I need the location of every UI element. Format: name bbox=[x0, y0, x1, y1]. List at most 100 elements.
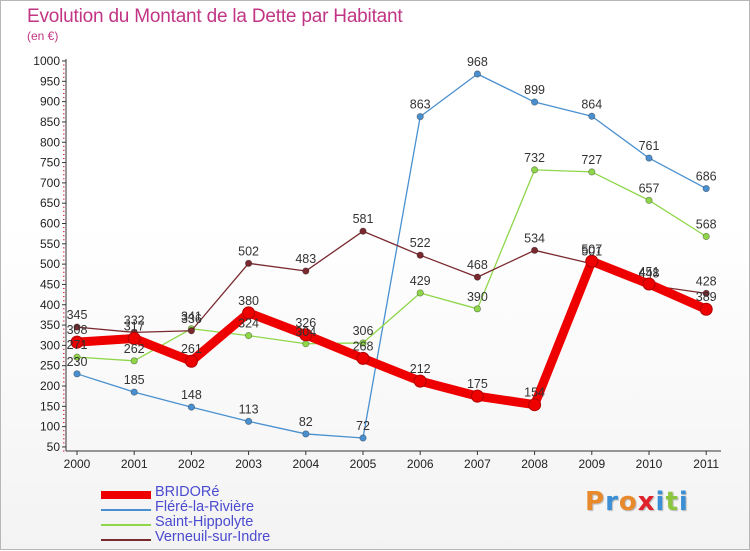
legend-swatch-bridore bbox=[101, 491, 151, 499]
data-point bbox=[302, 430, 310, 438]
series-BRIDORé bbox=[70, 254, 713, 412]
data-point bbox=[70, 335, 84, 349]
y-minor-tick bbox=[63, 397, 65, 399]
legend-swatch-saint-hippolyte bbox=[101, 524, 151, 526]
logo-letter: P bbox=[585, 487, 606, 517]
y-minor-tick bbox=[63, 442, 65, 444]
data-point bbox=[302, 267, 310, 275]
data-point bbox=[585, 254, 599, 268]
y-minor-tick bbox=[63, 409, 65, 411]
data-label: 448 bbox=[639, 266, 660, 280]
data-point bbox=[245, 417, 253, 425]
x-tick-label: 2003 bbox=[235, 457, 262, 471]
data-label: 308 bbox=[67, 323, 88, 337]
data-label: 306 bbox=[353, 324, 374, 338]
y-minor-tick bbox=[63, 271, 65, 273]
data-point bbox=[699, 302, 713, 316]
data-label: 657 bbox=[639, 181, 660, 195]
y-minor-tick bbox=[63, 133, 65, 135]
data-point bbox=[530, 166, 539, 174]
y-minor-tick bbox=[63, 267, 65, 269]
y-minor-tick bbox=[63, 292, 65, 294]
series-line bbox=[76, 169, 707, 362]
y-minor-tick bbox=[63, 117, 65, 119]
data-label: 389 bbox=[696, 290, 717, 304]
data-label: 483 bbox=[295, 252, 316, 266]
data-point bbox=[528, 398, 542, 412]
data-point bbox=[470, 389, 484, 403]
y-minor-tick bbox=[63, 170, 65, 172]
data-label: 82 bbox=[299, 415, 313, 429]
data-label: 686 bbox=[696, 170, 717, 184]
data-point bbox=[359, 339, 367, 347]
y-minor-tick bbox=[63, 64, 65, 66]
y-minor-tick bbox=[63, 93, 65, 94]
y-tick-label: 700 bbox=[40, 176, 60, 190]
y-minor-tick bbox=[63, 389, 65, 391]
y-minor-tick bbox=[63, 194, 65, 196]
data-point bbox=[73, 370, 81, 378]
y-minor-tick bbox=[63, 377, 65, 379]
y-tick-label: 200 bbox=[40, 379, 60, 393]
chart-subtitle: (en €) bbox=[27, 29, 59, 43]
series-Verneuil-sur-Indre bbox=[73, 227, 710, 336]
y-minor-tick bbox=[63, 206, 65, 208]
data-label: 336 bbox=[181, 312, 202, 326]
data-label: 380 bbox=[238, 294, 259, 308]
data-label: 507 bbox=[581, 242, 602, 256]
series-Saint-Hippolyte bbox=[73, 166, 710, 365]
y-minor-tick bbox=[63, 430, 65, 432]
x-tick-label: 2001 bbox=[121, 457, 148, 471]
legend-label-saint-hippolyte: Saint-Hippolyte bbox=[155, 514, 254, 530]
data-label: 271 bbox=[67, 338, 88, 352]
data-label: 212 bbox=[410, 362, 431, 376]
y-minor-tick bbox=[63, 328, 65, 330]
series-Fléré-la-Rivière bbox=[73, 70, 710, 442]
series-line bbox=[72, 256, 711, 410]
data-point bbox=[416, 289, 424, 297]
data-label: 864 bbox=[581, 97, 602, 111]
legend-label-verneuil: Verneuil-sur-Indre bbox=[155, 529, 271, 545]
y-minor-tick bbox=[63, 109, 65, 111]
y-tick-label: 500 bbox=[40, 257, 60, 271]
y-minor-tick bbox=[63, 300, 65, 302]
data-label: 326 bbox=[295, 316, 316, 330]
data-point bbox=[127, 331, 141, 345]
data-label: 761 bbox=[639, 139, 660, 153]
y-minor-tick bbox=[63, 340, 65, 342]
y-minor-tick bbox=[63, 450, 65, 452]
data-label: 324 bbox=[238, 317, 259, 331]
chart-title: Evolution du Montant de la Dette par Hab… bbox=[27, 6, 403, 27]
y-minor-tick bbox=[63, 158, 65, 159]
data-label: 262 bbox=[124, 342, 145, 356]
legend-item-flere: Fléré-la-Rivière bbox=[101, 499, 361, 515]
y-minor-tick bbox=[63, 296, 65, 298]
data-point bbox=[130, 357, 138, 365]
data-label: 863 bbox=[410, 98, 431, 112]
y-minor-tick bbox=[63, 369, 65, 371]
data-point bbox=[642, 277, 656, 291]
data-label: 268 bbox=[353, 339, 374, 353]
y-minor-tick bbox=[63, 145, 65, 147]
data-point bbox=[73, 353, 81, 361]
y-minor-tick bbox=[63, 198, 65, 200]
legend-label-flere: Fléré-la-Rivière bbox=[155, 499, 255, 515]
y-minor-tick bbox=[63, 149, 65, 151]
data-point bbox=[356, 351, 370, 365]
data-point bbox=[588, 112, 596, 120]
legend-swatch-verneuil bbox=[101, 539, 151, 541]
y-minor-tick bbox=[63, 336, 65, 338]
data-point bbox=[187, 327, 195, 335]
data-label: 534 bbox=[524, 231, 545, 245]
data-point bbox=[702, 184, 710, 193]
proxiti-logo: Proxiti bbox=[585, 487, 689, 517]
x-tick-label: 2008 bbox=[521, 457, 548, 471]
y-minor-tick bbox=[63, 227, 65, 229]
y-minor-tick bbox=[63, 97, 65, 99]
data-label: 899 bbox=[524, 83, 545, 97]
y-minor-tick bbox=[63, 353, 65, 354]
data-label: 304 bbox=[295, 325, 316, 339]
data-label: 428 bbox=[696, 274, 717, 288]
legend-item-bridore: BRIDORé bbox=[101, 484, 361, 500]
